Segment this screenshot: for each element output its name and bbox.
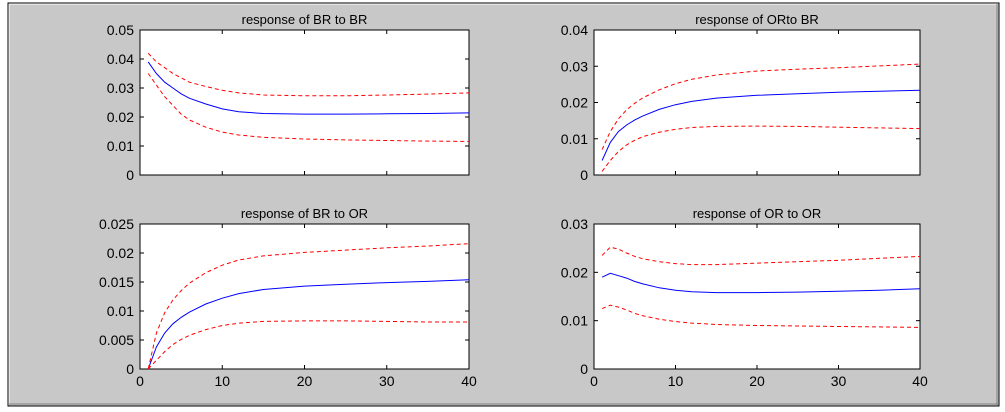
- x-tick-label: 0: [590, 373, 598, 389]
- confidence-band-line: [601, 63, 921, 150]
- y-tick-label: 0: [126, 167, 134, 183]
- subplot-3: response of BR to OR 0 0.005 0.01 0.015 0.02 0…: [99, 206, 477, 389]
- chart-title: response of OR to OR: [693, 206, 822, 221]
- y-tick-label: 0.02: [107, 245, 134, 261]
- plot-area: [593, 29, 921, 176]
- y-tick-label: 0.02: [561, 95, 588, 111]
- plot-area: [139, 29, 470, 176]
- x-tick-label: 20: [297, 373, 313, 389]
- confidence-band-line: [147, 73, 470, 142]
- confidence-band-line: [601, 304, 921, 328]
- y-tick-label: 0.025: [99, 216, 134, 232]
- chart-title: response of BR to BR: [242, 12, 368, 27]
- y-tick-label: 0.02: [561, 264, 588, 280]
- y-tick-label: 0.04: [561, 22, 588, 38]
- y-tick-label: 0: [580, 167, 588, 183]
- y-tick-label: 0.01: [107, 138, 134, 154]
- confidence-band-line: [147, 52, 470, 97]
- y-tick-label: 0.03: [107, 80, 134, 96]
- chart-title: response of ORto BR: [695, 12, 819, 27]
- y-tick-label: 0.03: [561, 58, 588, 74]
- y-tick-label: 0.03: [561, 216, 588, 232]
- response-line: [147, 61, 470, 115]
- y-tick-label: 0.04: [107, 51, 134, 67]
- y-tick-label: 0.01: [561, 131, 588, 147]
- x-tick-label: 30: [379, 373, 395, 389]
- y-tick-label: 0.01: [561, 313, 588, 329]
- chart-title: response of BR to OR: [241, 206, 368, 221]
- confidence-band-line: [147, 243, 470, 370]
- subplot-1: response of BR to BR 0 0.01 0.02 0.03 0.04 0.0…: [107, 12, 470, 183]
- x-tick-label: 40: [912, 373, 928, 389]
- y-tick-label: 0.02: [107, 109, 134, 125]
- y-tick-label: 0.05: [107, 22, 134, 38]
- confidence-band-line: [601, 246, 921, 266]
- plot-area: [593, 223, 921, 370]
- y-tick-label: 0: [580, 361, 588, 377]
- x-tick-label: 0: [136, 373, 144, 389]
- x-tick-label: 30: [831, 373, 847, 389]
- confidence-band-line: [147, 320, 469, 370]
- x-tick-label: 10: [214, 373, 230, 389]
- response-line: [147, 279, 470, 370]
- subplot-grid: response of BR to BR 0 0.01 0.02 0.03 0.04 0.0…: [99, 12, 928, 389]
- y-tick-label: 0: [126, 361, 134, 377]
- response-line: [601, 272, 921, 294]
- confidence-band-line: [601, 125, 921, 172]
- x-tick-label: 40: [461, 373, 477, 389]
- subplot-4: response of OR to OR 0 0.01 0.02 0.03 0 10 20 30…: [561, 206, 928, 389]
- x-tick-label: 10: [668, 373, 684, 389]
- plot-area: [139, 223, 470, 370]
- response-line: [601, 89, 921, 161]
- y-tick-label: 0.01: [107, 303, 134, 319]
- subplot-2: response of ORto BR 0 0.01 0.02 0.03 0.04: [561, 12, 921, 183]
- y-tick-label: 0.005: [99, 332, 134, 348]
- x-tick-label: 20: [749, 373, 765, 389]
- y-tick-label: 0.015: [99, 274, 134, 290]
